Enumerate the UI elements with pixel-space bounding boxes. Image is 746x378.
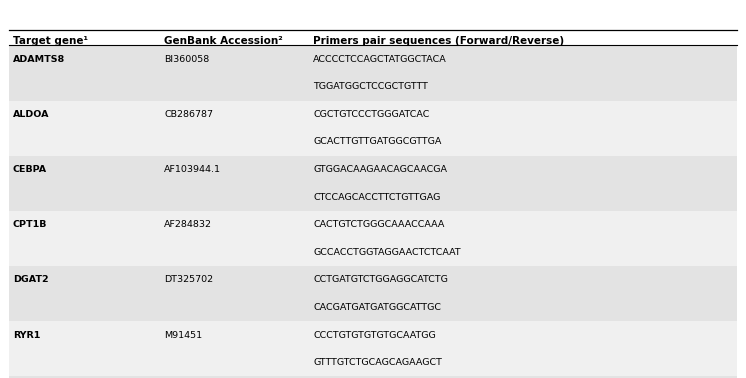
Text: DT325702: DT325702: [164, 276, 213, 284]
Bar: [9, 321, 737, 376]
Bar: [9, 211, 737, 266]
Text: AF284832: AF284832: [164, 220, 212, 229]
Text: ALDOA: ALDOA: [13, 110, 49, 119]
Bar: [9, 266, 737, 321]
Text: AF103944.1: AF103944.1: [164, 165, 221, 174]
Text: CEBPA: CEBPA: [13, 165, 47, 174]
Text: DGAT2: DGAT2: [13, 276, 48, 284]
Text: CACTGTCTGGGCAAACCAAA: CACTGTCTGGGCAAACCAAA: [313, 220, 445, 229]
Text: CCTGATGTCTGGAGGCATCTG: CCTGATGTCTGGAGGCATCTG: [313, 276, 448, 284]
Text: Target gene¹: Target gene¹: [13, 36, 88, 46]
Bar: [9, 156, 737, 211]
Text: GTGGACAAGAACAGCAACGA: GTGGACAAGAACAGCAACGA: [313, 165, 448, 174]
Text: BI360058: BI360058: [164, 55, 210, 64]
Text: GCCACCTGGTAGGAACTCTCAAT: GCCACCTGGTAGGAACTCTCAAT: [313, 248, 461, 257]
Text: CPT1B: CPT1B: [13, 220, 47, 229]
Bar: [9, 101, 737, 156]
Text: CGCTGTCCCTGGGATCAC: CGCTGTCCCTGGGATCAC: [313, 110, 430, 119]
Text: ACCCCTCCAGCTATGGCTACA: ACCCCTCCAGCTATGGCTACA: [313, 55, 447, 64]
Text: RYR1: RYR1: [13, 331, 40, 339]
Text: CTCCAGCACCTTCTGTTGAG: CTCCAGCACCTTCTGTTGAG: [313, 193, 441, 201]
Text: GCACTTGTTGATGGCGTTGA: GCACTTGTTGATGGCGTTGA: [313, 138, 442, 146]
Text: GenBank Accession²: GenBank Accession²: [164, 36, 283, 46]
Text: ADAMTS8: ADAMTS8: [13, 55, 65, 64]
Text: TGGATGGCTCCGCTGTTT: TGGATGGCTCCGCTGTTT: [313, 82, 428, 91]
Text: CCCTGTGTGTGTGCAATGG: CCCTGTGTGTGTGCAATGG: [313, 331, 436, 339]
Text: CB286787: CB286787: [164, 110, 213, 119]
Text: M91451: M91451: [164, 331, 202, 339]
Bar: [9, 45, 737, 101]
Text: CACGATGATGATGGCATTGC: CACGATGATGATGGCATTGC: [313, 303, 442, 312]
Text: GTTTGTCTGCAGCAGAAGCT: GTTTGTCTGCAGCAGAAGCT: [313, 358, 442, 367]
Bar: [9, 376, 737, 378]
Text: Primers pair sequences (Forward/Reverse): Primers pair sequences (Forward/Reverse): [313, 36, 565, 46]
